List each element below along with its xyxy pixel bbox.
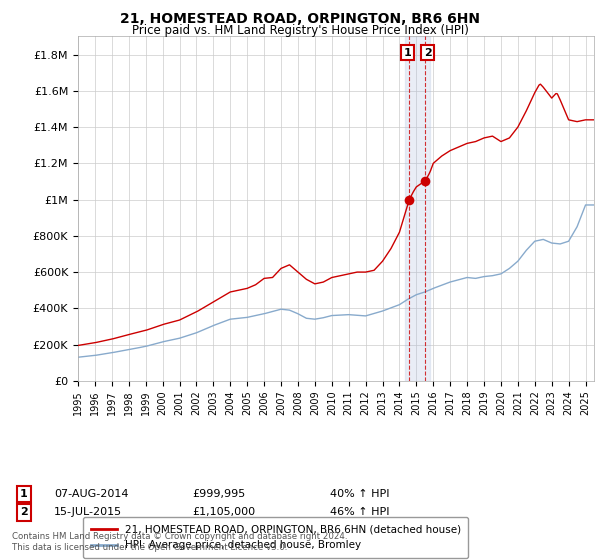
Text: Price paid vs. HM Land Registry's House Price Index (HPI): Price paid vs. HM Land Registry's House … [131,24,469,36]
Bar [405,36,430,381]
Text: Contains HM Land Registry data © Crown copyright and database right 2024.
This d: Contains HM Land Registry data © Crown c… [12,532,347,552]
Text: 2: 2 [424,48,431,58]
Text: £999,995: £999,995 [192,489,245,499]
Legend: 21, HOMESTEAD ROAD, ORPINGTON, BR6 6HN (detached house), HPI: Average price, det: 21, HOMESTEAD ROAD, ORPINGTON, BR6 6HN (… [83,517,468,558]
Text: 07-AUG-2014: 07-AUG-2014 [54,489,128,499]
Text: 1: 1 [20,489,28,499]
Text: 15-JUL-2015: 15-JUL-2015 [54,507,122,517]
Text: 21, HOMESTEAD ROAD, ORPINGTON, BR6 6HN: 21, HOMESTEAD ROAD, ORPINGTON, BR6 6HN [120,12,480,26]
Text: 2: 2 [20,507,28,517]
Text: £1,105,000: £1,105,000 [192,507,255,517]
Text: 46% ↑ HPI: 46% ↑ HPI [330,507,389,517]
Text: 40% ↑ HPI: 40% ↑ HPI [330,489,389,499]
Text: 1: 1 [403,48,411,58]
